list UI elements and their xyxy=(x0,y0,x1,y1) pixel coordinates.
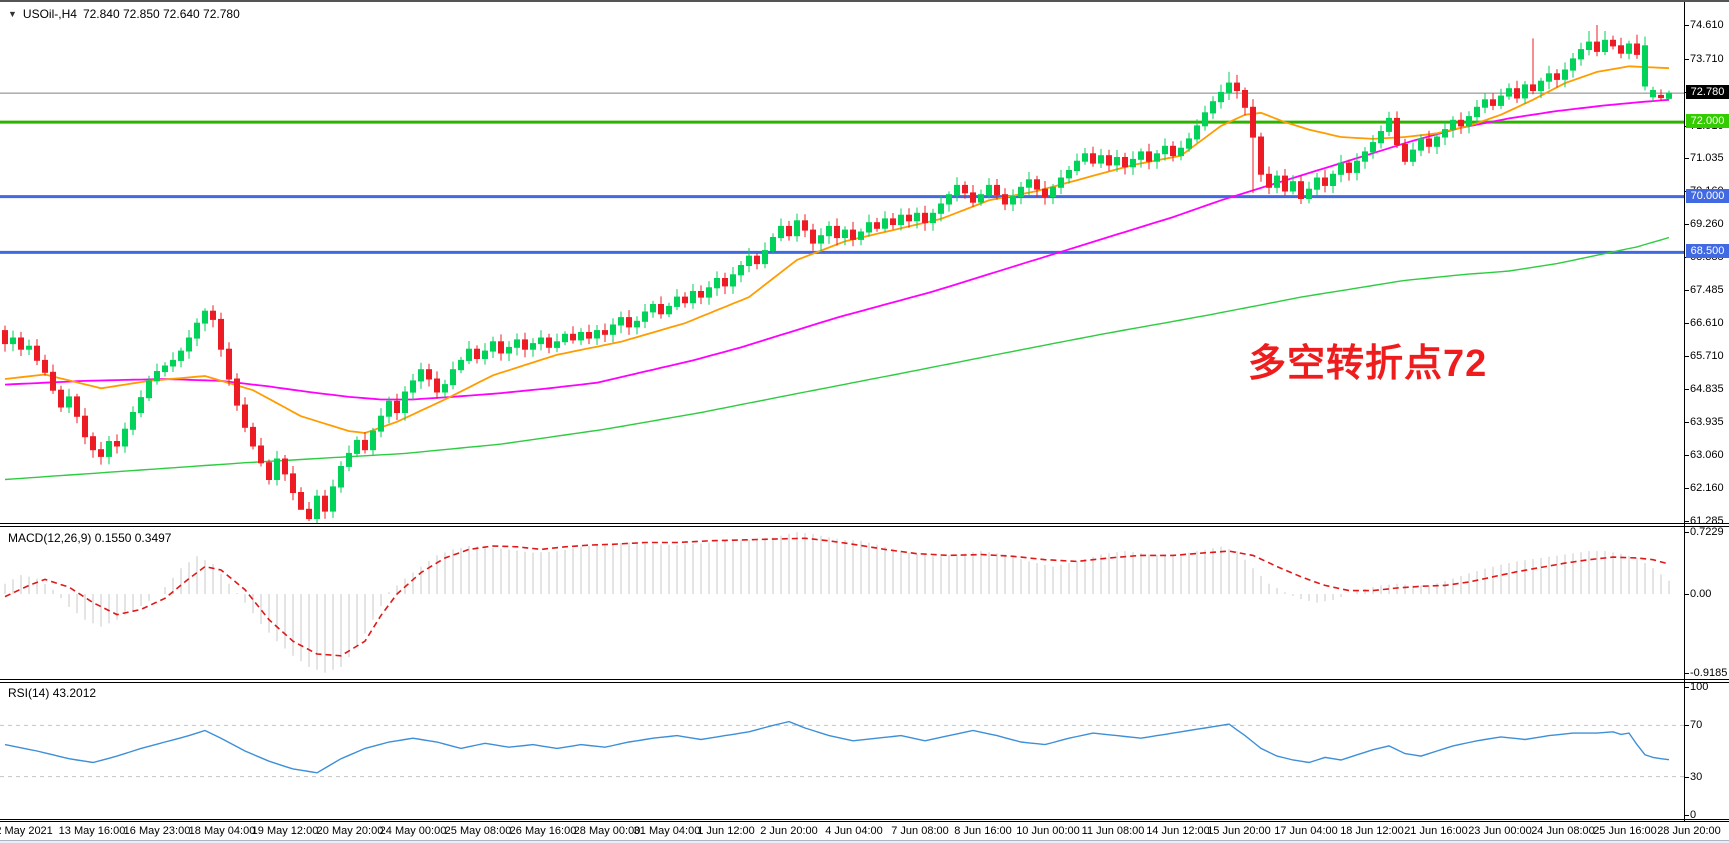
date-tick: 20 May 20:00 xyxy=(316,825,384,837)
main-macd-separator[interactable] xyxy=(0,523,1729,524)
chart-annotation-text: 多空转折点72 xyxy=(1248,343,1488,385)
macd-tick: 0.7229 xyxy=(1690,526,1724,538)
symbol-period-label: USOil-,H4 xyxy=(22,7,77,21)
macd-name: MACD(12,26,9) xyxy=(8,531,92,545)
symbol-dropdown-icon[interactable]: ▼ xyxy=(8,9,17,19)
date-tick: 24 Jun 08:00 xyxy=(1531,825,1595,837)
price-tick: 63.935 xyxy=(1690,416,1724,428)
date-tick: 18 May 04:00 xyxy=(188,825,256,837)
macd-values: 0.1550 0.3497 xyxy=(94,531,172,545)
date-tick: 13 May 16:00 xyxy=(58,825,126,837)
date-tick: 15 Jun 20:00 xyxy=(1207,825,1271,837)
main-price-chart[interactable] xyxy=(0,2,1729,524)
price-tick: 71.035 xyxy=(1690,152,1724,164)
date-tick: 26 May 16:00 xyxy=(509,825,577,837)
price-tick: 61.285 xyxy=(1690,515,1724,527)
main-macd-separator-2 xyxy=(0,526,1729,527)
date-tick: 28 May 00:00 xyxy=(573,825,641,837)
date-tick: 18 Jun 12:00 xyxy=(1340,825,1404,837)
rsi-date-separator xyxy=(0,819,1729,820)
date-tick: 4 Jun 04:00 xyxy=(825,825,883,837)
date-tick: 1 Jun 12:00 xyxy=(697,825,755,837)
ohlc-values-label: 72.840 72.850 72.640 72.780 xyxy=(82,7,240,21)
price-flag-72.000: 72.000 xyxy=(1686,114,1729,128)
price-tick: 65.710 xyxy=(1690,350,1724,362)
date-tick: 14 Jun 12:00 xyxy=(1146,825,1210,837)
rsi-tick: 30 xyxy=(1690,771,1703,783)
rsi-value: 43.2012 xyxy=(52,686,97,700)
macd-rsi-separator-2 xyxy=(0,682,1729,683)
date-tick: 2 Jun 20:00 xyxy=(760,825,818,837)
status-strip xyxy=(0,840,1729,843)
price-flag-72.780: 72.780 xyxy=(1686,85,1729,99)
macd-tick: 0.00 xyxy=(1690,588,1712,600)
macd-indicator-chart[interactable] xyxy=(0,526,1729,682)
rsi-date-separator-2 xyxy=(0,821,1729,822)
price-tick: 66.610 xyxy=(1690,317,1724,329)
date-tick: 16 May 23:00 xyxy=(123,825,191,837)
macd-rsi-separator[interactable] xyxy=(0,679,1729,680)
price-tick: 74.610 xyxy=(1690,19,1724,31)
date-tick: 10 Jun 00:00 xyxy=(1016,825,1080,837)
price-tick: 64.835 xyxy=(1690,383,1724,395)
price-tick: 62.160 xyxy=(1690,482,1724,494)
date-tick: 17 Jun 04:00 xyxy=(1274,825,1338,837)
date-tick: 8 Jun 16:00 xyxy=(954,825,1012,837)
rsi-name: RSI(14) xyxy=(8,686,50,700)
macd-tick: -0.9185 xyxy=(1690,667,1728,679)
price-flag-70.000: 70.000 xyxy=(1686,189,1729,203)
price-axis-border xyxy=(1684,2,1685,822)
rsi-label: RSI(14) 43.2012 xyxy=(8,686,96,700)
date-tick: 23 Jun 00:00 xyxy=(1468,825,1532,837)
date-tick: 25 May 08:00 xyxy=(444,825,512,837)
date-tick: 21 Jun 16:00 xyxy=(1404,825,1468,837)
symbol-title: ▼ USOil-,H4 72.840 72.850 72.640 72.780 xyxy=(8,7,240,21)
rsi-tick: 70 xyxy=(1690,719,1703,731)
date-tick: 25 Jun 16:00 xyxy=(1593,825,1657,837)
date-tick: 28 Jun 20:00 xyxy=(1657,825,1721,837)
date-tick: 19 May 12:00 xyxy=(251,825,319,837)
date-tick: 31 May 04:00 xyxy=(633,825,701,837)
rsi-tick: 100 xyxy=(1690,681,1709,693)
date-tick: 7 Jun 08:00 xyxy=(891,825,949,837)
macd-label: MACD(12,26,9) 0.1550 0.3497 xyxy=(8,531,171,545)
price-tick: 67.485 xyxy=(1690,284,1724,296)
date-tick: 24 May 00:00 xyxy=(379,825,447,837)
price-tick: 63.060 xyxy=(1690,449,1724,461)
price-tick: 73.710 xyxy=(1690,53,1724,65)
rsi-indicator-chart[interactable] xyxy=(0,682,1729,822)
date-tick: 11 Jun 08:00 xyxy=(1081,825,1145,837)
date-tick: 12 May 2021 xyxy=(0,825,53,837)
rsi-tick: 0 xyxy=(1690,809,1697,821)
price-flag-68.500: 68.500 xyxy=(1686,244,1729,258)
price-tick: 69.260 xyxy=(1690,218,1724,230)
